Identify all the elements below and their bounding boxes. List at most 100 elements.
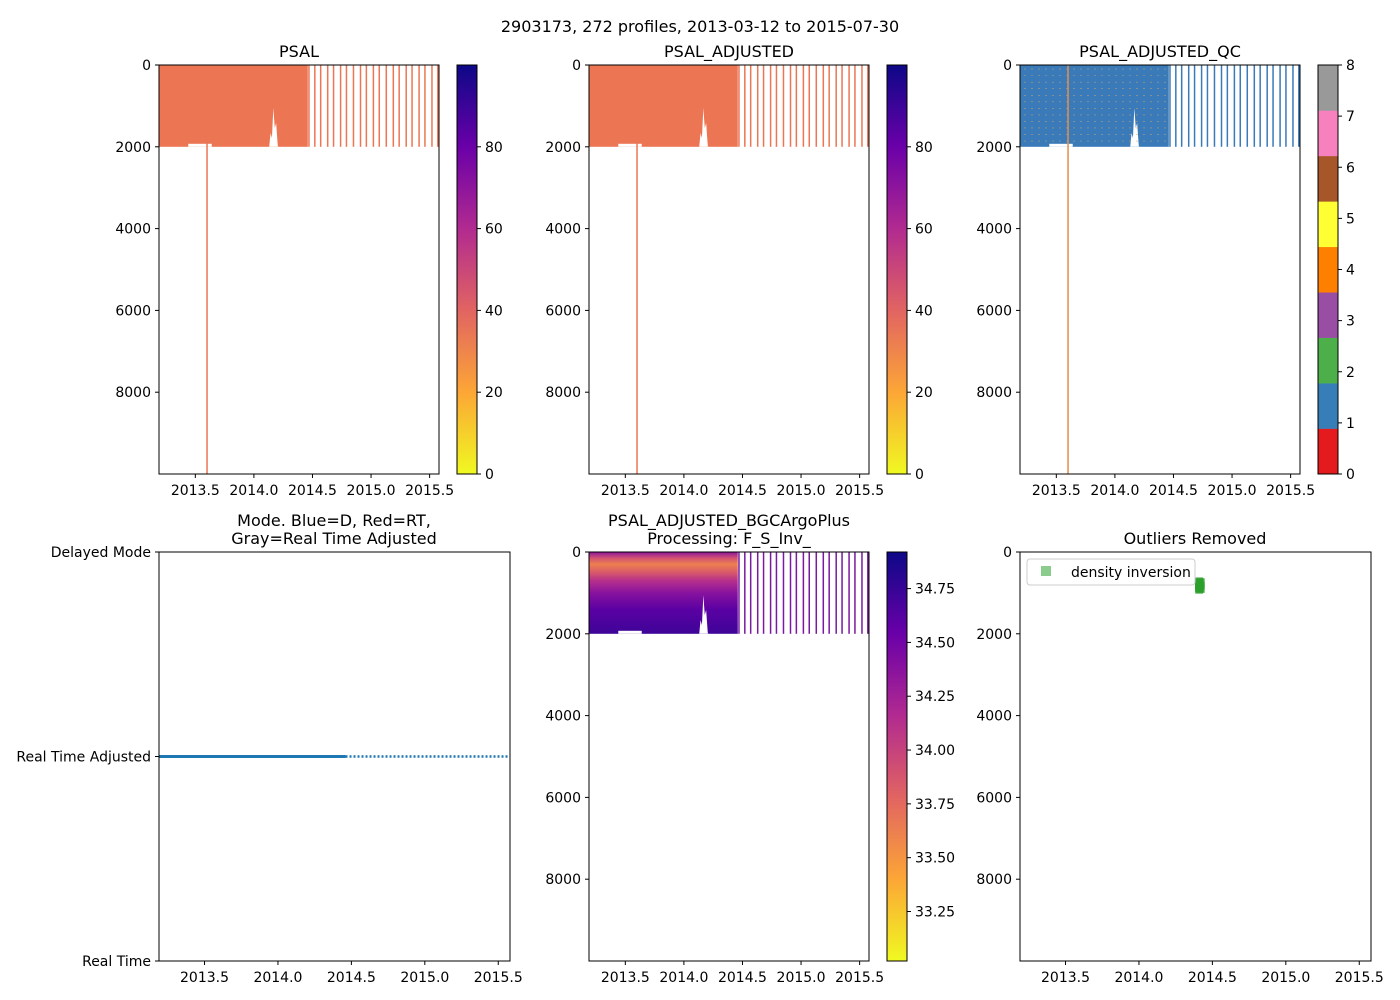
bgc-colorbar: 33.25 33.50 33.75 34.00 34.25 34.50 34.7…: [886, 551, 955, 962]
psal-adjusted-profile-line: [775, 65, 778, 147]
psal-adjusted-profile-line: [756, 65, 759, 147]
psal-adjusted-qc-class-swatch: [1318, 110, 1338, 157]
psal-plot-area: [159, 65, 439, 474]
psal-adjusted-qc-cbar-tick: 3: [1346, 314, 1355, 330]
psal-adjusted-qc-deep-profile: [1067, 65, 1069, 474]
psal-adjusted-qc-plot-area: [1020, 65, 1300, 474]
psal-short-profiles-gap: [188, 143, 212, 147]
panel-psal: PSAL 2013.5 2014.0 2014.5 2015.0 2015.5 …: [115, 42, 502, 499]
outliers-xtick: 2013.5: [1041, 970, 1090, 986]
psal-xticks: 2013.5 2014.0 2014.5 2015.0 2015.5: [171, 474, 454, 499]
bgc-profile-line: [749, 552, 752, 634]
psal-adjusted-qc-profile-line: [1226, 65, 1229, 147]
psal-adjusted-ytick: 2000: [545, 140, 581, 156]
mode-yticks: Delayed Mode Real Time Adjusted Real Tim…: [16, 545, 159, 970]
bgc-plot-area: [589, 552, 869, 640]
mode-xtick: 2014.0: [253, 970, 302, 986]
psal-adjusted-short-profiles-gap: [618, 143, 642, 147]
psal-profile-line: [314, 65, 316, 147]
psal-adjusted-qc-xtick: 2015.0: [1208, 483, 1257, 499]
outliers-point: [1196, 584, 1205, 593]
psal-profile-line: [424, 65, 426, 147]
psal-adjusted-plot-area: [589, 65, 869, 474]
psal-adjusted-qc-colorbar: 0 1 2 3 4 5 6 7 8: [1317, 58, 1355, 483]
outliers-xtick: 2014.5: [1188, 970, 1237, 986]
psal-profile-line: [352, 65, 355, 147]
psal-adjusted-qc-profile-line: [1200, 65, 1203, 147]
psal-adjusted-qc-profile-line: [1285, 65, 1287, 147]
psal-adjusted-xtick: 2015.0: [777, 483, 826, 499]
outliers-yticks: 0 2000 4000 6000 8000: [976, 545, 1020, 888]
psal-axes-frame: [158, 64, 440, 475]
psal-profile-line: [308, 65, 310, 147]
psal-data-gap: [269, 107, 279, 153]
psal-ytick: 0: [142, 58, 151, 74]
psal-adjusted-qc-ytick: 4000: [976, 222, 1012, 238]
psal-cbar-tick: 60: [485, 222, 503, 238]
psal-colorbar: 0 20 40 60 80: [456, 64, 503, 483]
psal-profile-line: [372, 65, 375, 147]
psal-xtick: 2013.5: [171, 483, 220, 499]
legend-label: density inversion: [1071, 565, 1191, 581]
psal-adjusted-profile-line: [802, 65, 805, 147]
psal-adjusted-xtick: 2014.0: [659, 483, 708, 499]
bgc-cbar-tick: 33.75: [915, 797, 955, 813]
bgc-profile-line: [738, 552, 740, 634]
psal-adjusted-axes-frame: [588, 64, 870, 475]
psal-colorbar-gradient: [456, 64, 478, 475]
outliers-xticks: 2013.5 2014.0 2014.5 2015.0 2015.5: [1041, 961, 1384, 986]
outliers-title: Outliers Removed: [1124, 529, 1267, 548]
psal-profile-line: [418, 65, 420, 147]
psal-profile-line: [332, 65, 335, 147]
psal-adjusted-qc-data-gap: [1130, 107, 1140, 153]
mode-xtick: 2013.5: [180, 970, 229, 986]
psal-yticks: 0 2000 4000 6000 8000: [115, 58, 159, 401]
psal-adjusted-profile-line: [841, 65, 843, 147]
psal-ytick: 6000: [115, 303, 151, 319]
outliers-legend: density inversion: [1026, 558, 1196, 586]
psal-adjusted-qc-cbar-tick: 8: [1346, 58, 1355, 74]
psal-adjusted-qc-profile-line: [1175, 65, 1177, 147]
psal-adjusted-qc-profile-line: [1169, 65, 1171, 147]
psal-adjusted-profile-line: [749, 65, 752, 147]
psal-adjusted-qc-cbar-tick: 4: [1346, 263, 1355, 279]
mode-title-line2: Gray=Real Time Adjusted: [231, 529, 437, 548]
bgc-profile-line: [828, 552, 830, 634]
outliers-legend-box: [1026, 558, 1196, 586]
psal-adjusted-xtick: 2015.5: [835, 483, 884, 499]
psal-adjusted-qc-profile-line: [1246, 65, 1249, 147]
outliers-axes-frame: [1019, 551, 1372, 962]
figure-suptitle: 2903173, 272 profiles, 2013-03-12 to 201…: [501, 17, 899, 36]
psal-profile-line: [359, 65, 362, 147]
bgc-xtick: 2015.5: [835, 970, 884, 986]
bgc-ytick: 2000: [545, 627, 581, 643]
psal-adjusted-qc-class-swatch: [1318, 201, 1338, 248]
psal-adjusted-data-gap: [699, 107, 709, 153]
psal-adjusted-qc-profile-line: [1233, 65, 1236, 147]
bgc-title: PSAL_ADJUSTED_BGCArgoPlus: [608, 511, 850, 531]
outliers-ytick: 4000: [976, 709, 1012, 725]
psal-profile-line: [339, 65, 342, 147]
bgc-ytick: 4000: [545, 709, 581, 725]
psal-adjusted-profile-line: [769, 65, 772, 147]
bgc-profile-line: [789, 552, 792, 634]
psal-profile-line: [405, 65, 407, 147]
panel-mode: Mode. Blue=D, Red=RT, Gray=Real Time Adj…: [16, 511, 522, 986]
mode-ytick: Real Time Adjusted: [16, 750, 151, 766]
psal-adjusted-xtick: 2014.5: [718, 483, 767, 499]
psal-adjusted-ytick: 8000: [545, 385, 581, 401]
psal-adjusted-qc-ytick: 6000: [976, 303, 1012, 319]
psal-adjusted-profile-line: [815, 65, 818, 147]
psal-adjusted-qc-cbar-tick: 0: [1346, 467, 1355, 483]
mode-xticks: 2013.5 2014.0 2014.5 2015.0 2015.5: [180, 961, 523, 986]
bgc-title-line2: Processing: F_S_Inv_: [647, 529, 812, 549]
psal-profile-line: [411, 65, 413, 147]
psal-deep-profile: [206, 65, 208, 474]
psal-profile-line: [392, 65, 395, 147]
bgc-cbar-tick: 34.00: [915, 743, 955, 759]
psal-ytick: 8000: [115, 385, 151, 401]
psal-profile-line: [437, 65, 439, 147]
bgc-cbar-tick: 34.75: [915, 582, 955, 598]
psal-cbar-tick: 80: [485, 140, 503, 156]
